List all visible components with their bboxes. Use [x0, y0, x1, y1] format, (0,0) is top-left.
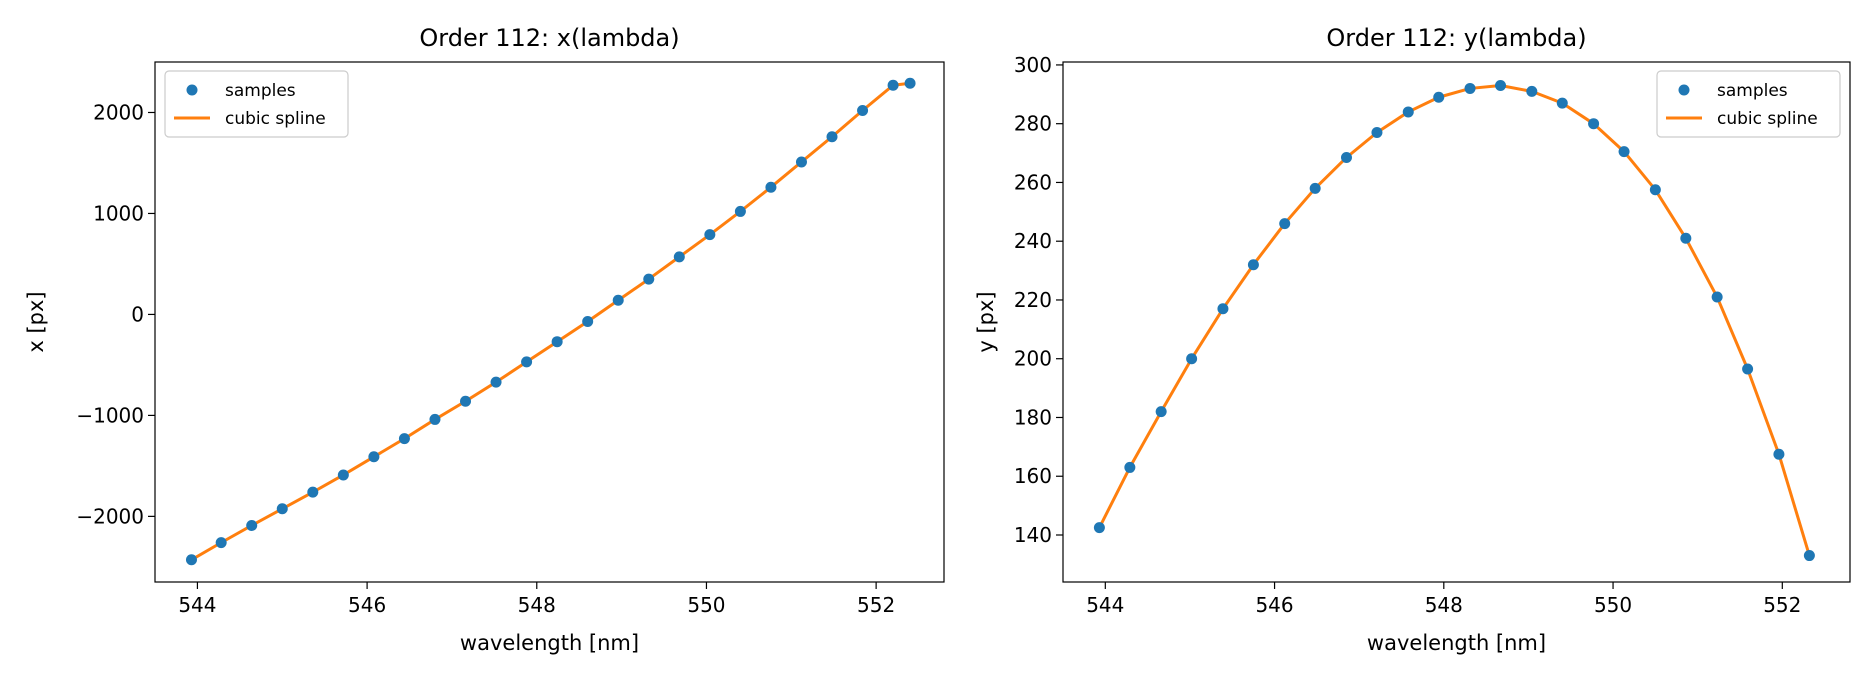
x-tick-label: 546	[1255, 593, 1293, 617]
sample-point	[215, 537, 227, 549]
sample-point	[1186, 353, 1198, 365]
sample-point	[1618, 146, 1630, 158]
sample-point	[307, 486, 319, 498]
y-tick-label: 180	[1014, 405, 1052, 429]
x-tick-label: 544	[1086, 593, 1124, 617]
x-tick-label: 552	[1763, 593, 1801, 617]
sample-point	[1495, 80, 1507, 92]
sample-point	[1742, 363, 1754, 375]
sample-point	[1803, 550, 1815, 562]
y-tick-label: 300	[1014, 53, 1052, 77]
y-tick-label: 0	[131, 302, 144, 326]
sample-point	[337, 469, 349, 481]
sample-point	[246, 519, 258, 531]
sample-point	[704, 229, 716, 241]
sample-point	[1464, 82, 1476, 94]
sample-point	[1093, 522, 1105, 534]
y-axis-label: y [px]	[974, 291, 998, 352]
sample-point	[1279, 218, 1291, 230]
sample-point	[673, 251, 685, 263]
x-tick-label: 550	[687, 593, 725, 617]
sample-point	[1402, 106, 1414, 118]
sample-point	[185, 554, 197, 566]
sample-point	[1217, 303, 1229, 315]
sample-point	[1556, 97, 1568, 109]
y-tick-label: 1000	[93, 201, 144, 225]
plot-area	[1093, 80, 1815, 562]
legend: samples cubic spline	[1656, 70, 1841, 138]
axes-frame	[1062, 61, 1851, 583]
y-tick-label: 200	[1014, 347, 1052, 371]
chart-title: Order 112: y(lambda)	[1326, 24, 1586, 52]
sample-point	[1773, 448, 1785, 460]
sample-point	[887, 79, 899, 91]
x-tick-label: 544	[178, 593, 216, 617]
legend-label-samples: samples	[225, 81, 296, 101]
series-line-cubic-spline	[190, 81, 911, 562]
sample-point	[490, 376, 502, 388]
sample-point	[1649, 184, 1661, 196]
legend-label-cubic-spline: cubic spline	[225, 109, 326, 129]
sample-point	[429, 413, 441, 425]
sample-point	[857, 104, 869, 116]
y-tick-label: 220	[1014, 288, 1052, 312]
y-tick-label: 140	[1014, 523, 1052, 547]
x-tick-label: 552	[857, 593, 895, 617]
sample-point	[1526, 85, 1538, 97]
x-tick-label: 550	[1594, 593, 1632, 617]
sample-point	[1588, 118, 1600, 130]
y-tick-label: −1000	[76, 403, 144, 427]
sample-point	[276, 503, 288, 515]
sample-point	[1711, 291, 1723, 303]
y-tick-label: 260	[1014, 170, 1052, 194]
sample-point	[1155, 406, 1167, 418]
sample-point	[643, 273, 655, 285]
x-tick-label: 548	[518, 593, 556, 617]
legend-label-cubic-spline: cubic spline	[1717, 109, 1818, 129]
sample-point	[904, 77, 916, 89]
chart-title: Order 112: x(lambda)	[419, 24, 679, 52]
sample-point	[398, 433, 410, 445]
x-tick-label: 546	[348, 593, 386, 617]
sample-point	[1433, 91, 1445, 103]
legend-marker-samples	[1678, 84, 1690, 96]
legend-label-samples: samples	[1717, 81, 1788, 101]
y-tick-label: 160	[1014, 464, 1052, 488]
legend: samples cubic spline	[164, 70, 349, 138]
sample-point	[765, 181, 777, 193]
legend-box	[164, 70, 349, 138]
legend-marker-samples	[186, 84, 198, 96]
sample-point	[734, 205, 746, 217]
sample-point	[460, 395, 472, 407]
series-line-cubic-spline	[1098, 84, 1811, 556]
sample-point	[1680, 232, 1692, 244]
sample-point	[551, 336, 563, 348]
plot-area	[185, 77, 916, 566]
x-axis-label: wavelength [nm]	[460, 631, 639, 655]
chart-panel-2: Order 112: y(lambda) wavelength [nm] y [px…	[974, 24, 1851, 655]
y-tick-label: 280	[1014, 112, 1052, 136]
y-tick-label: −2000	[76, 504, 144, 528]
axes-frame	[154, 61, 945, 583]
sample-point	[1340, 151, 1352, 163]
sample-point	[795, 156, 807, 168]
sample-point	[1247, 259, 1259, 271]
sample-point	[612, 294, 624, 306]
sample-point	[826, 131, 838, 143]
legend-box	[1656, 70, 1841, 138]
sample-point	[1371, 127, 1383, 139]
y-tick-label: 2000	[93, 100, 144, 124]
sample-point	[582, 315, 594, 327]
x-axis-label: wavelength [nm]	[1367, 631, 1546, 655]
chart-panel-1: Order 112: x(lambda) wavelength [nm] x [px…	[24, 24, 945, 655]
sample-point	[1309, 182, 1321, 194]
y-tick-label: 240	[1014, 229, 1052, 253]
y-axis-label: x [px]	[24, 291, 48, 352]
sample-point	[368, 451, 380, 463]
sample-point	[521, 356, 533, 368]
x-tick-label: 548	[1425, 593, 1463, 617]
sample-point	[1124, 461, 1136, 473]
